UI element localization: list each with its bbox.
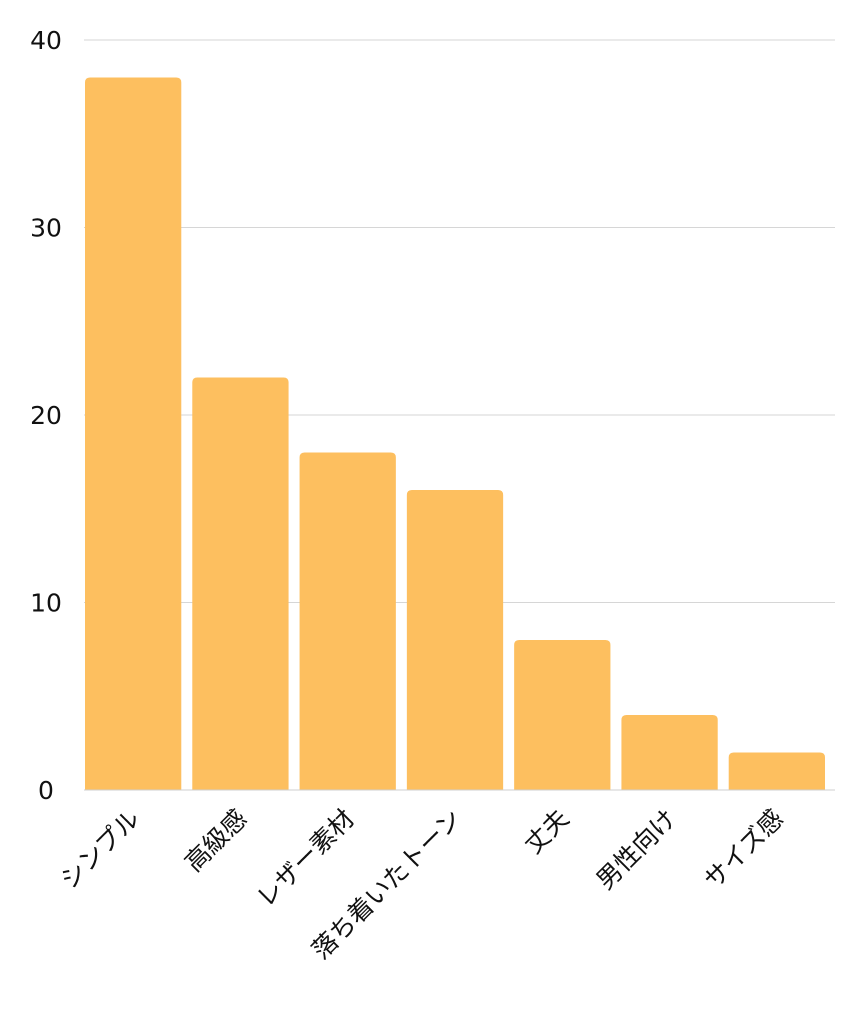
x-tick-label: 丈夫 bbox=[519, 804, 575, 860]
bar bbox=[299, 452, 396, 790]
y-tick-label: 10 bbox=[30, 589, 62, 618]
y-tick-label: 30 bbox=[30, 214, 62, 243]
x-tick-label: 高級感 bbox=[179, 804, 253, 878]
x-tick-label: サイズ感 bbox=[698, 804, 789, 895]
bar bbox=[621, 715, 718, 790]
x-tick-label: 男性向け bbox=[591, 804, 682, 895]
y-axis-ticks: 0 10 20 30 40 bbox=[30, 26, 62, 805]
bars bbox=[85, 77, 825, 790]
bar bbox=[728, 752, 825, 790]
bar bbox=[406, 490, 504, 790]
bar bbox=[192, 377, 289, 790]
bar bbox=[514, 640, 611, 790]
x-tick-label: レザー素材 bbox=[251, 804, 360, 913]
y-tick-label: 0 bbox=[38, 776, 54, 805]
y-tick-label: 20 bbox=[30, 401, 62, 430]
x-tick-label: シンプル bbox=[55, 804, 146, 895]
bar bbox=[85, 77, 182, 790]
y-tick-label: 40 bbox=[30, 26, 62, 55]
